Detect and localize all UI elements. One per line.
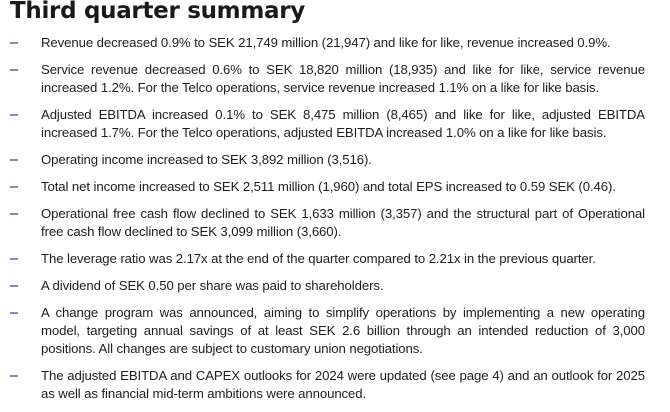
item-text: Operating income increased to SEK 3,892 … [41,152,372,167]
dash-bullet-icon [10,42,18,44]
dash-bullet-icon [10,258,18,260]
dash-bullet-icon [10,186,18,188]
list-item: The adjusted EBITDA and CAPEX outlooks f… [0,367,670,403]
list-item: A change program was announced, aiming t… [0,304,670,358]
item-text: The adjusted EBITDA and CAPEX outlooks f… [41,368,645,401]
item-text: The leverage ratio was 2.17x at the end … [41,251,596,266]
item-text: Revenue decreased 0.9% to SEK 21,749 mil… [41,35,611,50]
dash-bullet-icon [10,69,18,71]
item-text: Operational free cash flow declined to S… [41,206,645,239]
summary-list: Revenue decreased 0.9% to SEK 21,749 mil… [0,34,670,412]
list-item: The leverage ratio was 2.17x at the end … [0,250,670,268]
list-item: Service revenue decreased 0.6% to SEK 18… [0,61,670,97]
dash-bullet-icon [10,159,18,161]
dash-bullet-icon [10,114,18,116]
item-text: Adjusted EBITDA increased 0.1% to SEK 8,… [41,107,645,140]
list-item: Operating income increased to SEK 3,892 … [0,151,670,169]
dash-bullet-icon [10,312,18,314]
dash-bullet-icon [10,375,18,377]
section-title: Third quarter summary [10,0,305,24]
document-page: Third quarter summary Revenue decreased … [10,0,645,401]
list-item: Revenue decreased 0.9% to SEK 21,749 mil… [0,34,670,52]
item-text: Service revenue decreased 0.6% to SEK 18… [41,62,645,95]
list-item: Operational free cash flow declined to S… [0,205,670,241]
list-item: Total net income increased to SEK 2,511 … [0,178,670,196]
list-item: A dividend of SEK 0.50 per share was pai… [0,277,670,295]
item-text: Total net income increased to SEK 2,511 … [41,179,616,194]
dash-bullet-icon [10,213,18,215]
item-text: A change program was announced, aiming t… [41,305,645,356]
dash-bullet-icon [10,285,18,287]
item-text: A dividend of SEK 0.50 per share was pai… [41,278,384,293]
list-item: Adjusted EBITDA increased 0.1% to SEK 8,… [0,106,670,142]
